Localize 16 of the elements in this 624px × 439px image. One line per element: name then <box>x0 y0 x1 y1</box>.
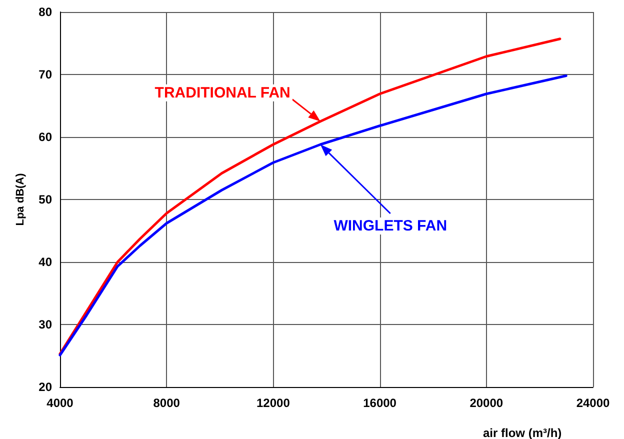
y-tick-label: 60 <box>38 130 52 144</box>
y-axis-title: Lpa dB(A) <box>14 172 26 226</box>
text: WINGLETS FAN <box>334 218 448 234</box>
x-tick-label: 12000 <box>256 396 290 410</box>
x-tick-label: 4000 <box>46 396 74 410</box>
y-tick-label: 20 <box>38 380 52 394</box>
x-tick-label: 8000 <box>153 396 180 410</box>
x-tick-label: 20000 <box>470 396 504 410</box>
y-tick-label: 30 <box>38 318 52 332</box>
text: TRADITIONAL FAN <box>154 84 290 102</box>
y-tick-label: 50 <box>38 192 52 206</box>
y-tick-label: 70 <box>38 68 52 82</box>
x-tick-label: 24000 <box>576 396 610 410</box>
y-tick-label: 80 <box>38 5 52 19</box>
x-tick-label: 16000 <box>363 396 397 410</box>
y-tick-label: 40 <box>38 255 52 269</box>
